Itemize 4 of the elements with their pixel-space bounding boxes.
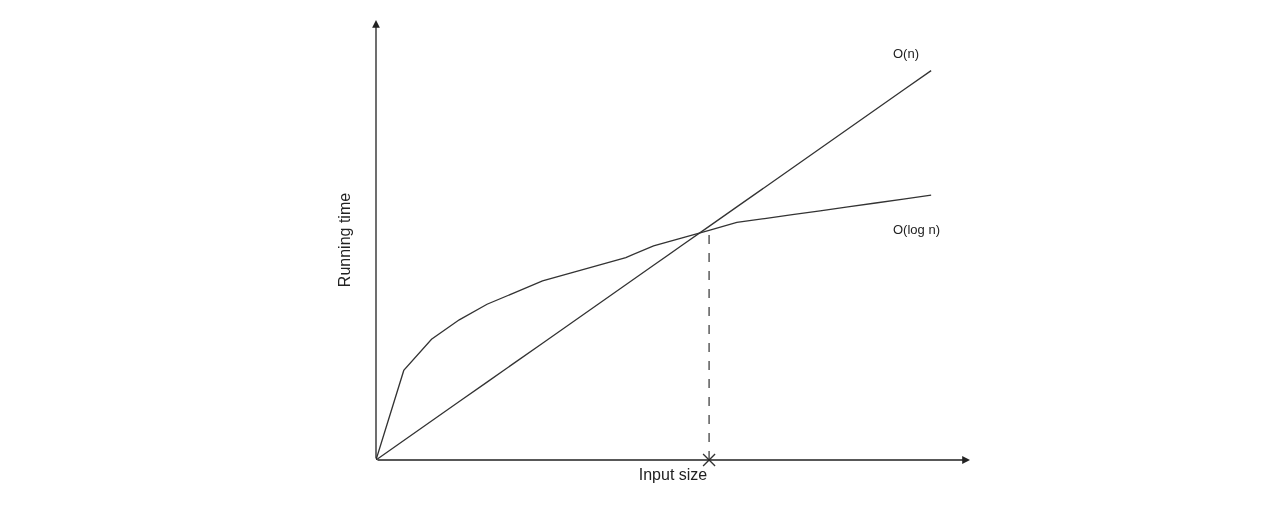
y-axis-title: Running time bbox=[335, 192, 353, 288]
series-label: O(log n) bbox=[893, 222, 940, 237]
x-axis-title: Input size bbox=[638, 465, 708, 483]
series-label: O(n) bbox=[893, 46, 919, 61]
